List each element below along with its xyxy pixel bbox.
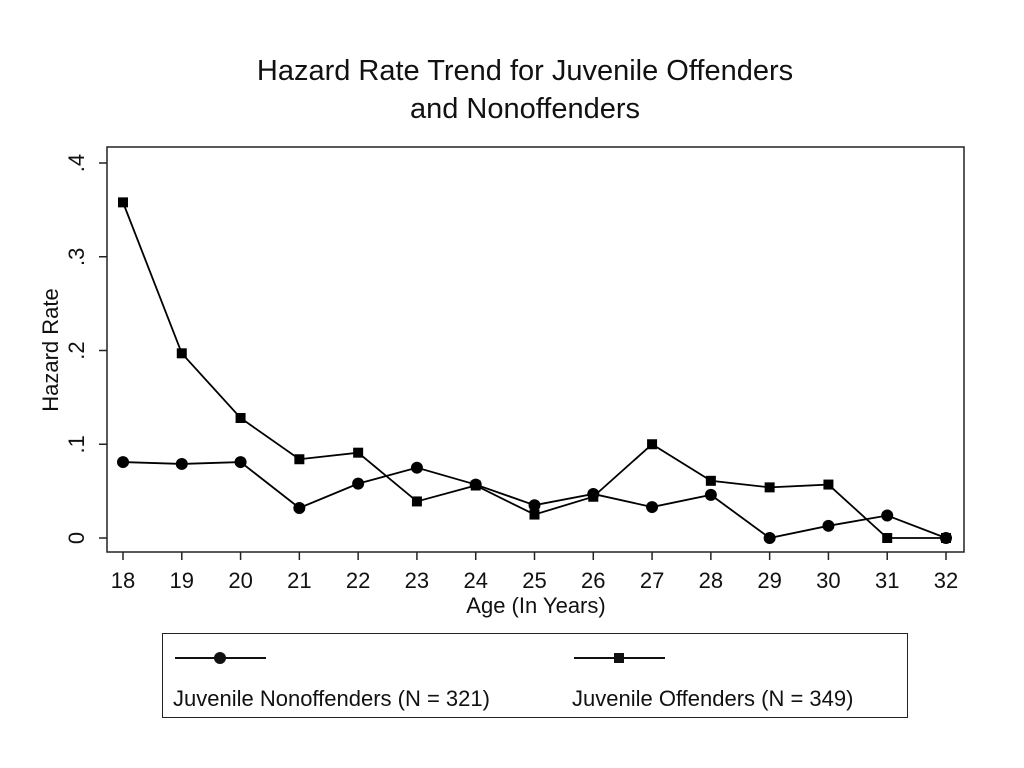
x-tick-label-0: 18: [111, 568, 135, 593]
line-chart: 0 .1 .2 .3 .4 18 19 20 21 22 23 24 25 26 27 28 29 30 31 32…: [38, 146, 965, 618]
point-nonoffenders-25: [528, 499, 541, 512]
point-offenders-23: [411, 496, 422, 507]
legend-key-circle: [175, 652, 266, 664]
point-nonoffenders-31: [881, 509, 894, 522]
point-nonoffenders-28: [704, 488, 717, 501]
point-nonoffenders-23: [410, 461, 423, 474]
series-line-offenders: [122, 202, 946, 539]
x-tick-label-5: 23: [405, 568, 429, 593]
x-tick-label-9: 27: [640, 568, 664, 593]
point-offenders-21: [294, 454, 305, 465]
chart-title: Hazard Rate Trend for Juvenile Offenders…: [0, 52, 1024, 128]
legend-key-square: [574, 653, 665, 663]
point-offenders-22: [353, 447, 364, 458]
y-tick-label-2: .2: [64, 341, 89, 359]
x-tick-label-11: 29: [757, 568, 781, 593]
point-offenders-19: [176, 348, 187, 359]
y-axis-label: Hazard Rate: [38, 288, 63, 412]
x-tick-label-6: 24: [463, 568, 487, 593]
point-offenders-26: [588, 491, 599, 502]
point-nonoffenders-29: [763, 532, 776, 544]
x-tick-label-1: 19: [170, 568, 194, 593]
y-tick-label-4: .4: [64, 154, 89, 172]
y-tick-label-1: .1: [64, 435, 89, 453]
point-nonoffenders-18: [117, 456, 129, 469]
series-layer: [117, 197, 952, 544]
point-offenders-27: [647, 439, 658, 450]
chart-title-line-2: and Nonoffenders: [409, 93, 641, 125]
point-offenders-20: [235, 413, 246, 423]
point-offenders-29: [764, 482, 775, 493]
point-offenders-31: [882, 533, 893, 543]
point-nonoffenders-20: [234, 456, 247, 469]
point-offenders-25: [529, 509, 540, 520]
point-offenders-18: [118, 197, 128, 208]
x-tick-label-14: 32: [934, 568, 958, 593]
x-tick-label-13: 31: [875, 568, 899, 593]
x-tick-label-4: 22: [346, 568, 370, 593]
legend-label-nonoffenders: Juvenile Nonoffenders (N = 321): [173, 686, 490, 711]
y-tick-label-0: 0: [64, 532, 89, 544]
x-tick-label-12: 30: [816, 568, 840, 593]
chart-title-line-1: Hazard Rate Trend for Juvenile Offenders: [256, 55, 794, 87]
x-tick-label-3: 21: [287, 568, 311, 593]
x-tick-label-8: 26: [581, 568, 605, 593]
y-tick-label-3: .3: [64, 248, 89, 266]
point-offenders-28: [705, 475, 716, 486]
point-nonoffenders-19: [175, 457, 188, 470]
point-nonoffenders-22: [352, 477, 365, 490]
y-axis: 0 .1 .2 .3 .4: [64, 154, 107, 544]
point-nonoffenders-27: [646, 501, 659, 514]
plot-frame: [106, 146, 965, 553]
x-tick-label-10: 28: [699, 568, 723, 593]
point-offenders-32: [941, 533, 951, 543]
point-offenders-30: [823, 479, 834, 490]
legend-label-offenders: Juvenile Offenders (N = 349): [572, 686, 854, 711]
point-nonoffenders-21: [293, 502, 306, 514]
point-offenders-24: [470, 480, 481, 491]
point-nonoffenders-30: [822, 519, 835, 532]
x-axis-label: Age (In Years): [466, 593, 605, 618]
x-tick-label-2: 20: [228, 568, 252, 593]
x-axis: 18 19 20 21 22 23 24 25 26 27 28 29 30 31 32: [111, 552, 958, 593]
legend: Juvenile Nonoffenders (N = 321) Juvenile…: [162, 633, 908, 718]
x-tick-label-7: 25: [522, 568, 546, 593]
